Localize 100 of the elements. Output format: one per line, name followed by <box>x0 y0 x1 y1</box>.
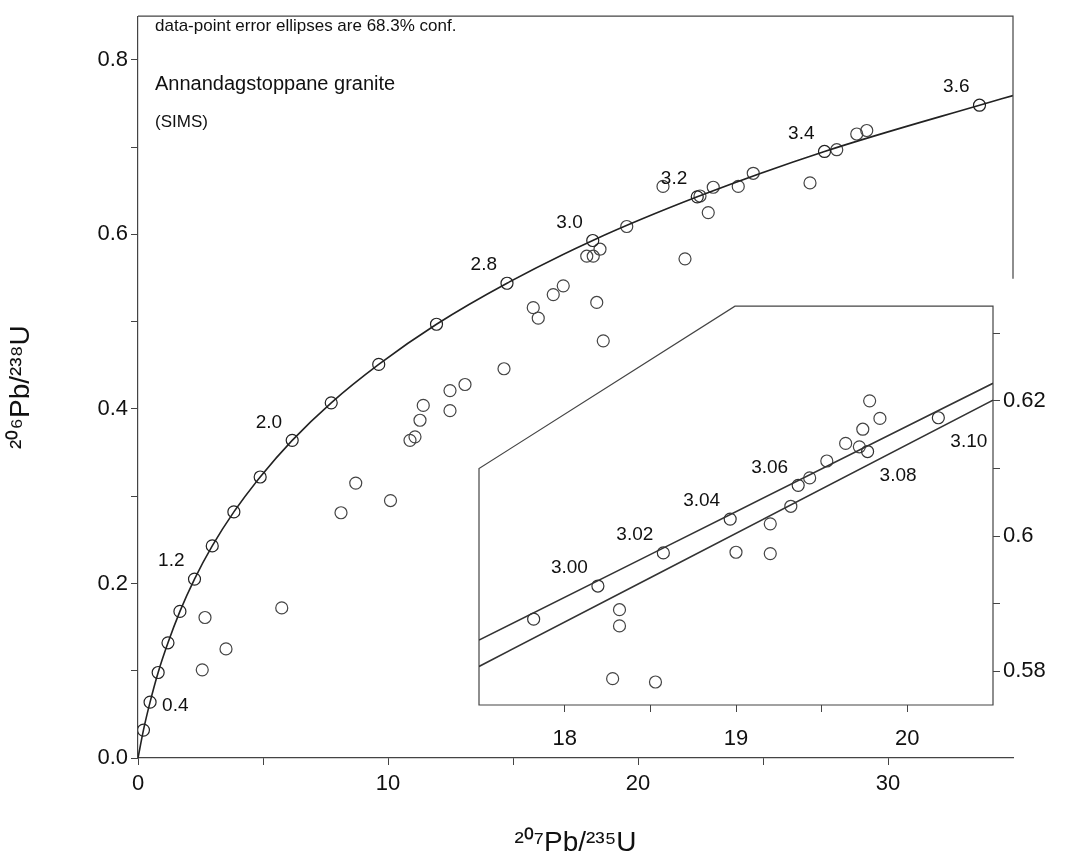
point <box>606 672 620 686</box>
point <box>803 176 817 190</box>
point <box>173 604 187 618</box>
point <box>416 398 430 413</box>
y-tick-label: 0.6 <box>97 220 128 246</box>
point <box>852 440 866 454</box>
point <box>324 396 338 410</box>
y-axis-title: ²⁰⁶Pb/²³⁸U <box>3 325 35 449</box>
point <box>931 411 945 425</box>
annotation: 3.08 <box>879 463 917 485</box>
point <box>458 377 472 392</box>
point <box>443 404 457 418</box>
point <box>195 663 209 677</box>
point <box>839 436 853 451</box>
point <box>972 98 987 112</box>
point <box>860 123 874 138</box>
point <box>850 127 864 141</box>
point <box>443 383 457 398</box>
x-tick-label: 19 <box>723 725 749 751</box>
x-tick-label: 10 <box>375 770 401 796</box>
annotation: 3.4 <box>788 121 815 143</box>
point <box>334 506 348 520</box>
y-tick-label: 0.2 <box>97 569 128 595</box>
point <box>591 579 605 593</box>
point <box>596 334 610 348</box>
x-tick-label: 30 <box>875 770 901 796</box>
y-tick-label: 0.6 <box>1003 522 1034 548</box>
point <box>198 610 212 625</box>
point <box>612 603 627 617</box>
point <box>860 444 875 459</box>
y-tick-label: 0.8 <box>97 45 128 71</box>
annotation: 3.6 <box>943 75 970 97</box>
y-tick-label: 0.58 <box>1003 657 1046 683</box>
point <box>678 252 692 266</box>
point <box>590 295 604 310</box>
annotation: 3.04 <box>683 489 721 511</box>
point <box>429 317 444 331</box>
point <box>746 166 760 180</box>
annotation: 3.10 <box>950 429 988 451</box>
point <box>143 695 157 709</box>
y-tick-label: 0.0 <box>97 744 128 770</box>
point <box>803 471 817 485</box>
annotation: Annandagstoppane granite <box>155 71 396 94</box>
annotation: 2.0 <box>255 410 283 432</box>
point <box>873 411 887 426</box>
point <box>586 249 600 263</box>
point <box>701 205 715 220</box>
annotation: 3.0 <box>556 210 583 232</box>
point <box>500 276 514 290</box>
point <box>763 517 777 531</box>
annotation: 3.00 <box>550 556 588 578</box>
x-tick-label: 20 <box>895 725 920 751</box>
point <box>531 311 545 325</box>
point <box>863 394 877 408</box>
point <box>497 362 511 376</box>
point <box>205 539 219 553</box>
point <box>285 433 299 447</box>
y-tick-label: 0.62 <box>1003 386 1046 412</box>
point <box>820 454 834 468</box>
annotation: 0.4 <box>162 694 189 716</box>
point <box>731 179 745 193</box>
point <box>791 478 805 492</box>
point <box>817 144 832 159</box>
x-tick-label: 0 <box>131 770 145 796</box>
point <box>723 512 737 526</box>
point <box>227 505 241 519</box>
point <box>372 357 386 372</box>
annotation: (SIMS) <box>155 112 208 132</box>
point <box>656 546 670 560</box>
point <box>546 287 560 302</box>
point <box>138 723 151 737</box>
point <box>706 180 720 194</box>
point <box>413 413 427 427</box>
point <box>856 422 870 436</box>
x-tick-label: 18 <box>552 725 577 751</box>
point <box>593 242 607 256</box>
point <box>383 493 398 508</box>
annotation: 3.06 <box>751 455 789 477</box>
annotation: 3.02 <box>616 523 654 545</box>
annotation: data-point error ellipses are 68.3% conf. <box>155 16 457 36</box>
point <box>586 233 600 248</box>
point <box>620 219 634 234</box>
x-axis-title: ²⁰⁷Pb/²³⁵U <box>514 825 637 857</box>
annotation: 3.2 <box>660 167 688 189</box>
point <box>729 545 743 559</box>
point <box>403 433 417 447</box>
point <box>612 619 627 633</box>
annotation: 2.8 <box>470 253 497 275</box>
point <box>349 476 363 490</box>
point <box>275 601 289 615</box>
point <box>784 499 798 513</box>
point <box>527 612 541 626</box>
point <box>580 249 594 263</box>
point <box>408 430 422 444</box>
point <box>151 665 165 680</box>
point <box>219 642 233 656</box>
annotation: 1.2 <box>158 549 185 571</box>
point <box>253 470 267 484</box>
point <box>830 143 844 157</box>
point <box>161 636 175 650</box>
